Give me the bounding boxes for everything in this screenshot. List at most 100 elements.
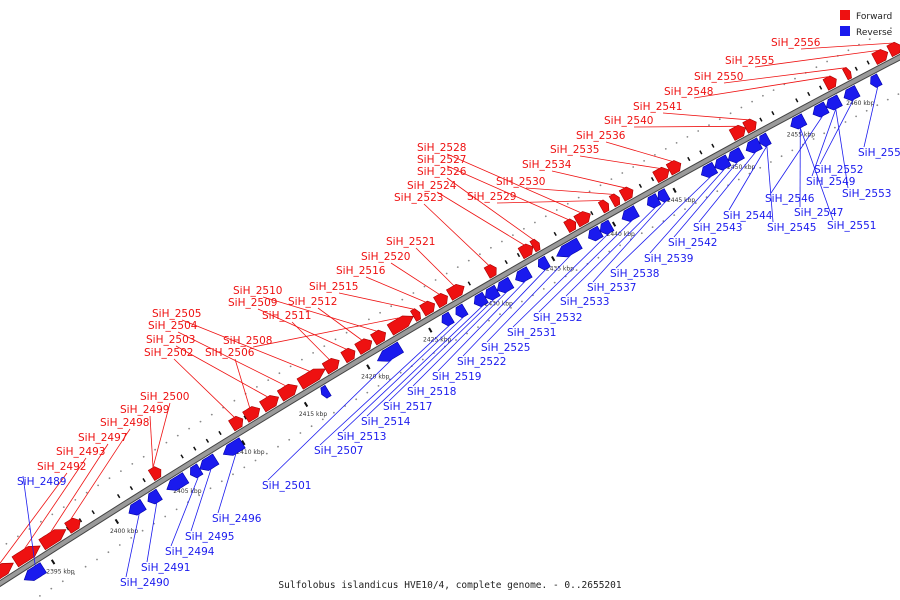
forward-gene-label[interactable]: SiH_2516	[336, 265, 386, 277]
forward-gene-label[interactable]: SiH_2548	[664, 86, 713, 98]
reverse-gene-label[interactable]: SiH_2553	[842, 188, 891, 200]
reverse-gene-label[interactable]: SiH_2532	[533, 312, 582, 324]
reverse-gene-arrow[interactable]	[556, 237, 583, 258]
forward-gene-arrow[interactable]	[597, 199, 610, 214]
forward-gene-label[interactable]: SiH_2505	[152, 308, 201, 320]
reverse-gene-arrow[interactable]	[759, 132, 772, 148]
forward-gene-label[interactable]: SiH_2506	[205, 347, 255, 359]
forward-gene-label[interactable]: SiH_2540	[604, 115, 653, 127]
reverse-gene-arrow[interactable]	[515, 266, 533, 283]
forward-gene-label[interactable]: SiH_2492	[37, 461, 86, 473]
forward-gene-label[interactable]: SiH_2502	[144, 347, 193, 359]
reverse-gene-label[interactable]: SiH_2490	[120, 577, 169, 589]
reverse-gene-label[interactable]: SiH_2525	[481, 342, 530, 354]
reverse-gene-label[interactable]: SiH_2507	[314, 445, 363, 457]
reverse-gene-label[interactable]: SiH_2496	[212, 513, 262, 525]
forward-gene-arrow[interactable]	[842, 67, 852, 81]
reverse-gene-label[interactable]: SiH_2545	[767, 222, 816, 234]
reverse-gene-arrow[interactable]	[376, 341, 405, 362]
forward-gene-label[interactable]: SiH_2527	[417, 154, 466, 166]
forward-gene-label[interactable]: SiH_2550	[694, 71, 743, 83]
forward-gene-label[interactable]: SiH_2541	[633, 101, 682, 113]
reverse-gene-arrow[interactable]	[621, 205, 640, 222]
forward-gene-arrow[interactable]	[822, 75, 837, 91]
forward-gene-arrow[interactable]	[529, 238, 541, 253]
reverse-gene-label[interactable]: SiH_2495	[185, 531, 234, 543]
reverse-gene-label[interactable]: SiH_2542	[668, 237, 717, 249]
forward-gene-arrow[interactable]	[618, 186, 634, 202]
forward-gene-arrow[interactable]	[242, 406, 261, 423]
reverse-gene-label[interactable]: SiH_2514	[361, 416, 411, 428]
reverse-gene-arrow[interactable]	[222, 437, 246, 456]
forward-gene-arrow[interactable]	[483, 264, 497, 279]
forward-gene-arrow[interactable]	[64, 517, 81, 534]
reverse-gene-arrow[interactable]	[790, 113, 808, 130]
forward-gene-label[interactable]: SiH_2534	[522, 159, 572, 171]
forward-gene-label[interactable]: SiH_2556	[771, 37, 821, 49]
reverse-gene-arrow[interactable]	[496, 276, 515, 294]
forward-gene-label[interactable]: SiH_2508	[223, 335, 272, 347]
forward-gene-arrow[interactable]	[742, 118, 757, 134]
forward-gene-label[interactable]: SiH_2509	[228, 297, 277, 309]
forward-gene-label[interactable]: SiH_2512	[288, 296, 337, 308]
forward-gene-label[interactable]: SiH_2500	[140, 391, 189, 403]
forward-gene-label[interactable]: SiH_2530	[496, 176, 545, 188]
reverse-gene-label[interactable]: SiH_2491	[141, 562, 190, 574]
reverse-gene-label[interactable]: SiH_2552	[814, 164, 863, 176]
reverse-gene-label[interactable]: SiH_2522	[457, 356, 506, 368]
reverse-gene-label[interactable]: SiH_2501	[262, 480, 311, 492]
forward-gene-label[interactable]: SiH_2499	[120, 404, 169, 416]
reverse-gene-label[interactable]: SiH_2538	[610, 268, 659, 280]
forward-gene-arrow[interactable]	[419, 300, 436, 317]
forward-gene-arrow[interactable]	[0, 562, 14, 583]
reverse-gene-arrow[interactable]	[441, 311, 455, 327]
reverse-gene-label[interactable]: SiH_2517	[383, 401, 432, 413]
reverse-gene-label[interactable]: SiH_2543	[693, 222, 742, 234]
forward-gene-label[interactable]: SiH_2520	[361, 251, 410, 263]
forward-gene-arrow[interactable]	[386, 315, 414, 336]
reverse-gene-label[interactable]: SiH_2494	[165, 546, 215, 558]
reverse-gene-arrow[interactable]	[825, 94, 843, 111]
reverse-gene-label[interactable]: SiH_2518	[407, 386, 456, 398]
forward-gene-arrow[interactable]	[296, 368, 326, 390]
reverse-gene-arrow[interactable]	[455, 303, 469, 319]
forward-gene-label[interactable]: SiH_2528	[417, 142, 466, 154]
forward-gene-arrow[interactable]	[886, 41, 900, 58]
reverse-gene-arrow[interactable]	[657, 188, 671, 203]
reverse-gene-arrow[interactable]	[727, 147, 745, 164]
reverse-gene-label[interactable]: SiH_2537	[587, 282, 636, 294]
forward-gene-arrow[interactable]	[321, 357, 340, 375]
forward-gene-arrow[interactable]	[563, 218, 577, 234]
forward-gene-label[interactable]: SiH_2504	[148, 320, 198, 332]
forward-gene-arrow[interactable]	[38, 529, 67, 551]
reverse-gene-arrow[interactable]	[199, 453, 220, 471]
reverse-gene-arrow[interactable]	[599, 219, 615, 235]
forward-gene-label[interactable]: SiH_2503	[146, 334, 195, 346]
forward-gene-label[interactable]: SiH_2521	[386, 236, 435, 248]
forward-gene-arrow[interactable]	[517, 243, 534, 260]
forward-gene-arrow[interactable]	[573, 211, 591, 228]
forward-gene-arrow[interactable]	[871, 49, 889, 65]
forward-gene-arrow[interactable]	[665, 160, 682, 176]
reverse-gene-label[interactable]: SiH_2513	[337, 431, 386, 443]
reverse-gene-arrow[interactable]	[843, 85, 861, 102]
reverse-gene-arrow[interactable]	[128, 498, 147, 516]
forward-gene-arrow[interactable]	[409, 308, 422, 322]
forward-gene-arrow[interactable]	[370, 329, 387, 346]
reverse-gene-label[interactable]: SiH_2544	[723, 210, 773, 222]
reverse-gene-arrow[interactable]	[870, 73, 883, 88]
forward-gene-arrow[interactable]	[259, 395, 279, 413]
reverse-gene-arrow[interactable]	[147, 488, 163, 505]
forward-gene-label[interactable]: SiH_2555	[725, 55, 774, 67]
forward-gene-arrow[interactable]	[652, 166, 670, 184]
forward-gene-arrow[interactable]	[276, 383, 298, 402]
forward-gene-arrow[interactable]	[728, 124, 746, 141]
reverse-gene-label[interactable]: SiH_2554	[858, 147, 900, 159]
forward-gene-label[interactable]: SiH_2529	[467, 191, 516, 203]
forward-gene-label[interactable]: SiH_2498	[100, 417, 149, 429]
forward-gene-label[interactable]: SiH_2510	[233, 285, 282, 297]
reverse-gene-label[interactable]: SiH_2519	[432, 371, 481, 383]
forward-gene-arrow[interactable]	[147, 466, 162, 482]
reverse-gene-arrow[interactable]	[320, 384, 332, 399]
reverse-gene-label[interactable]: SiH_2533	[560, 296, 609, 308]
